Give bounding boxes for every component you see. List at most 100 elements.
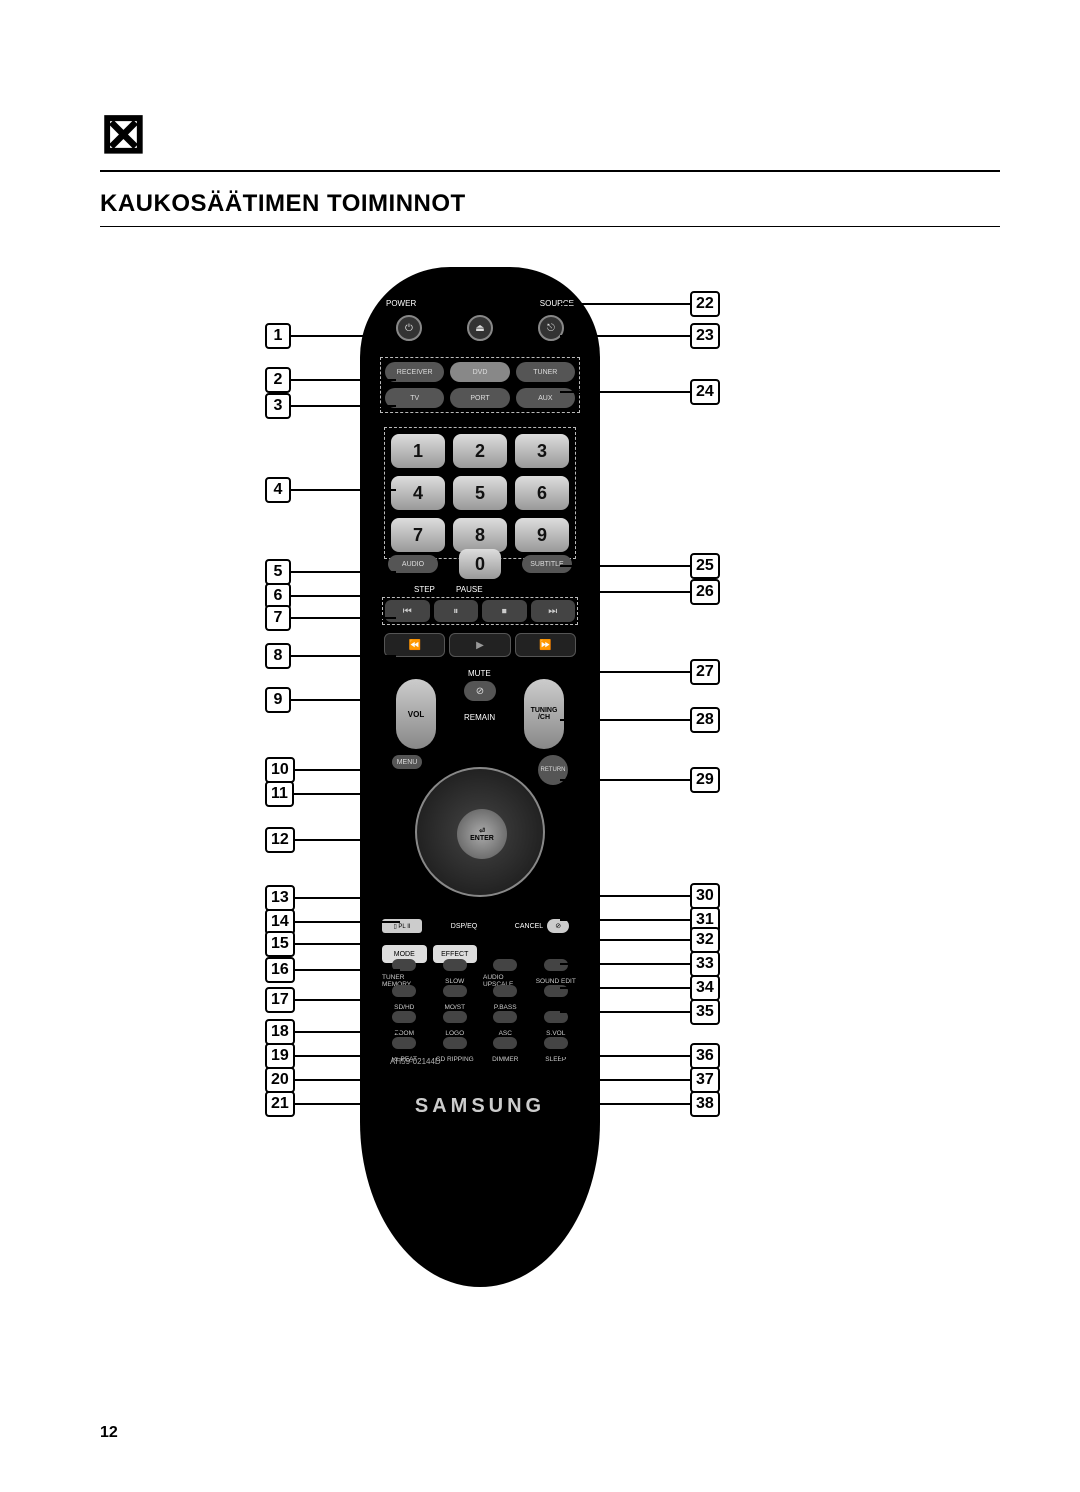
leader-line bbox=[291, 405, 396, 407]
callout-number: 34 bbox=[690, 975, 720, 1001]
leader-line bbox=[295, 897, 400, 899]
callout-18: 18 bbox=[265, 1019, 400, 1045]
callout-number: 27 bbox=[690, 659, 720, 685]
callout-38: 38 bbox=[560, 1091, 720, 1117]
leader-line bbox=[560, 987, 690, 989]
callout-number: 17 bbox=[265, 987, 295, 1013]
source-dvd-button[interactable]: DVD bbox=[450, 362, 509, 382]
callout-21: 21 bbox=[265, 1091, 400, 1117]
num-1-button[interactable]: 1 bbox=[391, 434, 445, 468]
leader-line bbox=[295, 943, 400, 945]
leader-line bbox=[291, 655, 396, 657]
leader-line bbox=[560, 1103, 690, 1105]
callout-22: 22 bbox=[560, 291, 720, 317]
callout-number: 8 bbox=[265, 643, 291, 669]
callout-36: 36 bbox=[560, 1043, 720, 1069]
leader-line bbox=[294, 793, 399, 795]
header-icon: ⊠ bbox=[100, 100, 1000, 166]
rule-top bbox=[100, 170, 1000, 172]
callout-number: 3 bbox=[265, 393, 291, 419]
callout-number: 1 bbox=[265, 323, 291, 349]
leader-line bbox=[295, 921, 400, 923]
num-5-button[interactable]: 5 bbox=[453, 476, 507, 510]
leader-line bbox=[560, 963, 690, 965]
num-7-button[interactable]: 7 bbox=[391, 518, 445, 552]
leader-line bbox=[560, 1079, 690, 1081]
nav-wheel[interactable]: ⏎ ENTER bbox=[415, 767, 545, 897]
dimmer-button[interactable]: DIMMER bbox=[483, 1051, 528, 1067]
vol-label: VOL bbox=[408, 710, 424, 719]
leader-line bbox=[295, 1079, 400, 1081]
play-button[interactable]: ▶ bbox=[449, 633, 510, 657]
callout-24: 24 bbox=[560, 379, 720, 405]
eject-button[interactable]: ⏏ bbox=[467, 315, 493, 341]
callout-number: 37 bbox=[690, 1067, 720, 1093]
power-button[interactable]: ⏻ bbox=[396, 315, 422, 341]
num-6-button[interactable]: 6 bbox=[515, 476, 569, 510]
leader-line bbox=[560, 1011, 690, 1013]
callout-number: 30 bbox=[690, 883, 720, 909]
leader-line bbox=[291, 595, 396, 597]
page-title: KAUKOSÄÄTIMEN TOIMINNOT bbox=[100, 190, 1000, 218]
num-2-button[interactable]: 2 bbox=[453, 434, 507, 468]
callout-number: 23 bbox=[690, 323, 720, 349]
callout-number: 10 bbox=[265, 757, 295, 783]
callout-35: 35 bbox=[560, 999, 720, 1025]
callout-number: 5 bbox=[265, 559, 291, 585]
enter-button button[interactable]: ⏎ ENTER bbox=[457, 809, 507, 859]
callout-number: 21 bbox=[265, 1091, 295, 1117]
volume-rocker[interactable]: VOL bbox=[396, 679, 436, 749]
source-port-button[interactable]: PORT bbox=[450, 388, 509, 408]
num-3-button[interactable]: 3 bbox=[515, 434, 569, 468]
callout-3: 3 bbox=[265, 393, 396, 419]
callout-8: 8 bbox=[265, 643, 396, 669]
num-8-button[interactable]: 8 bbox=[453, 518, 507, 552]
leader-line bbox=[560, 919, 690, 921]
callout-27: 27 bbox=[560, 659, 720, 685]
callout-number: 24 bbox=[690, 379, 720, 405]
remain-label: REMAIN bbox=[464, 713, 495, 722]
callout-15: 15 bbox=[265, 931, 400, 957]
dspeq-label: DSP/EQ bbox=[428, 917, 500, 935]
leader-line bbox=[560, 565, 690, 567]
num-9-button[interactable]: 9 bbox=[515, 518, 569, 552]
callout-number: 16 bbox=[265, 957, 295, 983]
ch-label: /CH bbox=[538, 714, 550, 721]
leader-line bbox=[295, 839, 400, 841]
pause-button[interactable]: ⏸ bbox=[434, 600, 479, 622]
callout-37: 37 bbox=[560, 1067, 720, 1093]
callout-30: 30 bbox=[560, 883, 720, 909]
callout-number: 35 bbox=[690, 999, 720, 1025]
channel-rocker[interactable]: TUNING /CH bbox=[524, 679, 564, 749]
callout-number: 4 bbox=[265, 477, 291, 503]
leader-line bbox=[560, 671, 690, 673]
source-grid: RECEIVERDVDTUNERTVPORTAUX bbox=[380, 357, 580, 413]
callout-10: 10 bbox=[265, 757, 400, 783]
num-0-button[interactable]: 0 bbox=[459, 549, 501, 579]
leader-line bbox=[295, 1031, 400, 1033]
leader-line bbox=[291, 335, 396, 337]
ffwd-button[interactable]: ⏩ bbox=[515, 633, 576, 657]
callout-20: 20 bbox=[265, 1067, 400, 1093]
pause-label: PAUSE bbox=[456, 585, 483, 594]
callout-number: 36 bbox=[690, 1043, 720, 1069]
callout-9: 9 bbox=[265, 687, 396, 713]
callout-26: 26 bbox=[560, 579, 720, 605]
callout-number: 13 bbox=[265, 885, 295, 911]
callout-number: 9 bbox=[265, 687, 291, 713]
callout-number: 11 bbox=[265, 781, 294, 807]
mute-button[interactable]: ⊘ bbox=[464, 681, 496, 701]
power-label: POWER bbox=[386, 299, 416, 308]
stop-button[interactable]: ⏹ bbox=[482, 600, 527, 622]
callout-number: 28 bbox=[690, 707, 720, 733]
callout-7: 7 bbox=[265, 605, 396, 631]
enter-label: ENTER bbox=[470, 835, 494, 842]
num-4-button[interactable]: 4 bbox=[391, 476, 445, 510]
callout-1: 1 bbox=[265, 323, 396, 349]
leader-line bbox=[560, 1055, 690, 1057]
leader-line bbox=[295, 999, 400, 1001]
callout-number: 15 bbox=[265, 931, 295, 957]
callout-number: 22 bbox=[690, 291, 720, 317]
callout-23: 23 bbox=[560, 323, 720, 349]
row-pl2: ▯ PL II DSP/EQ CANCEL ⊘ bbox=[382, 917, 578, 935]
